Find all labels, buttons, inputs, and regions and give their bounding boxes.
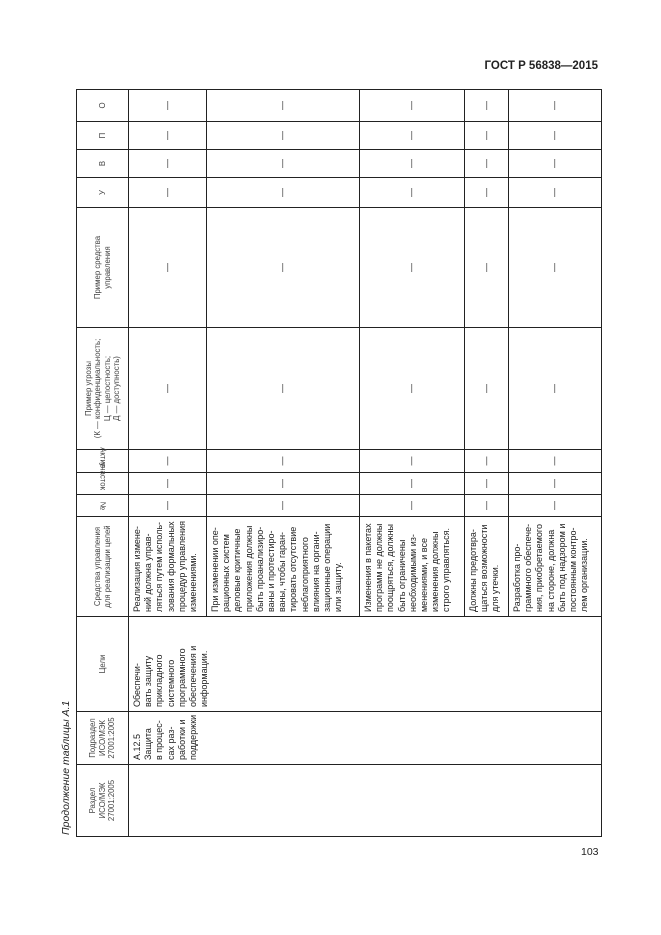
control-example-cell: — bbox=[508, 207, 602, 328]
col-o: О bbox=[76, 89, 129, 122]
o-cell: — bbox=[128, 89, 207, 122]
o-cell: — bbox=[464, 89, 509, 122]
area-cell: — bbox=[206, 472, 360, 495]
table-caption: Продолжение таблицы А.1 bbox=[60, 700, 72, 835]
control-cell: При изменении опе- рационных систем дело… bbox=[206, 516, 360, 617]
control-cell: Реализация измене- ний должна управ- лят… bbox=[128, 516, 207, 617]
asset-cell: — bbox=[359, 449, 465, 473]
document-code: ГОСТ Р 56838—2015 bbox=[484, 60, 598, 72]
controls-table: Раздел ИСО/МЭК 27001:2005 Подраздел ИСО/… bbox=[76, 89, 602, 837]
o-cell: — bbox=[206, 89, 360, 122]
col-area: участок bbox=[76, 463, 129, 495]
col-section: Раздел ИСО/МЭК 27001:2005 bbox=[76, 764, 129, 837]
v-cell: — bbox=[128, 149, 207, 178]
control-example-cell: — bbox=[464, 207, 509, 328]
threat-cell: — bbox=[206, 327, 360, 450]
asset-cell: — bbox=[508, 449, 602, 473]
p-cell: — bbox=[464, 121, 509, 150]
col-v: В bbox=[76, 149, 129, 178]
area-cell: — bbox=[508, 472, 602, 495]
v-cell: — bbox=[508, 149, 602, 178]
number-cell: — bbox=[508, 494, 602, 517]
v-cell: — bbox=[464, 149, 509, 178]
control-cell: Должны предотвра- щаться возможности для… bbox=[464, 516, 509, 617]
asset-cell: — bbox=[128, 449, 207, 473]
u-cell: — bbox=[359, 177, 465, 208]
o-cell: — bbox=[359, 89, 465, 122]
control-example-cell: — bbox=[128, 207, 207, 328]
number-cell: — bbox=[359, 494, 465, 517]
threat-cell: — bbox=[128, 327, 207, 450]
col-goals: Цели bbox=[76, 616, 129, 712]
u-cell: — bbox=[464, 177, 509, 208]
control-cell: Изменения в пакетах программ не должны п… bbox=[359, 516, 465, 617]
number-cell: — bbox=[464, 494, 509, 517]
col-u: У bbox=[76, 177, 129, 208]
p-cell: — bbox=[508, 121, 602, 150]
rotated-table-block: Продолжение таблицы А.1 Раздел ИСО/МЭК 2… bbox=[56, 89, 602, 837]
col-number: № bbox=[76, 494, 129, 517]
asset-cell: — bbox=[464, 449, 509, 473]
area-cell: — bbox=[359, 472, 465, 495]
p-cell: — bbox=[359, 121, 465, 150]
threat-cell: — bbox=[508, 327, 602, 450]
col-controls: Средства управления для реализации целей bbox=[76, 516, 129, 617]
area-cell: — bbox=[464, 472, 509, 495]
control-example-cell: — bbox=[359, 207, 465, 328]
section-cell bbox=[128, 764, 602, 837]
col-subsection: Подраздел ИСО/МЭК 27001:2005 bbox=[76, 711, 129, 765]
u-cell: — bbox=[128, 177, 207, 208]
goal-cell: Обеспечи- вать защиту прикладного систем… bbox=[128, 616, 602, 712]
u-cell: — bbox=[206, 177, 360, 208]
threat-cell: — bbox=[464, 327, 509, 450]
number-cell: — bbox=[206, 494, 360, 517]
control-cell: Разработка про- граммного обеспече- ния,… bbox=[508, 516, 602, 617]
threat-cell: — bbox=[359, 327, 465, 450]
col-p: П bbox=[76, 121, 129, 150]
number-cell: — bbox=[128, 494, 207, 517]
o-cell: — bbox=[508, 89, 602, 122]
v-cell: — bbox=[359, 149, 465, 178]
subsection-cell: А.12.5 Защита в процес- сах раз- работки… bbox=[128, 711, 602, 765]
u-cell: — bbox=[508, 177, 602, 208]
page-number: 103 bbox=[581, 846, 599, 858]
col-threat: Пример угрозы (К — конфиденциальность; Ц… bbox=[76, 327, 129, 450]
p-cell: — bbox=[128, 121, 207, 150]
col-control-example: Пример средства управления bbox=[76, 207, 129, 328]
area-cell: — bbox=[128, 472, 207, 495]
header-row: Раздел ИСО/МЭК 27001:2005 Подраздел ИСО/… bbox=[76, 89, 129, 837]
v-cell: — bbox=[206, 149, 360, 178]
p-cell: — bbox=[206, 121, 360, 150]
asset-cell: — bbox=[206, 449, 360, 473]
table-row: А.12.5 Защита в процес- сах раз- работки… bbox=[128, 89, 602, 837]
control-example-cell: — bbox=[206, 207, 360, 328]
